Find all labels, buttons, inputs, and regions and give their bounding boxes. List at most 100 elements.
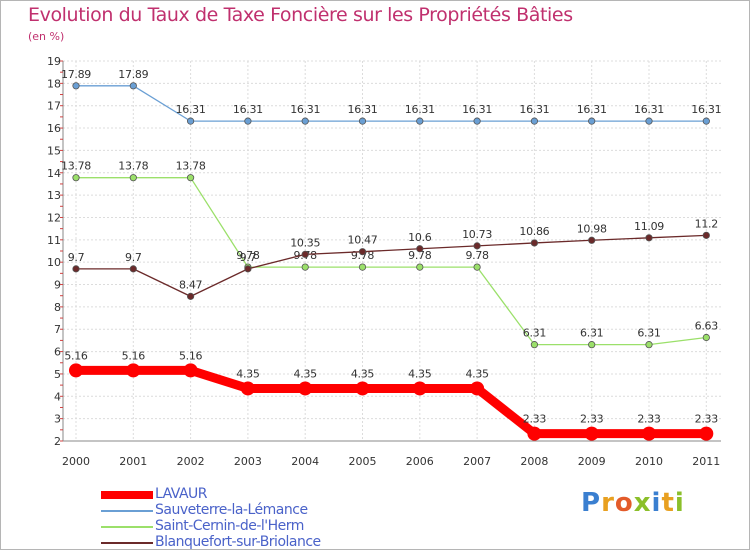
data-label: 13.78 xyxy=(118,160,148,173)
data-label: 4.35 xyxy=(465,367,489,380)
data-label: 16.31 xyxy=(577,103,607,116)
data-label: 10.35 xyxy=(290,236,320,249)
data-label: 8.47 xyxy=(179,278,203,291)
legend-swatch xyxy=(101,510,153,512)
data-point xyxy=(129,265,137,273)
data-point xyxy=(244,265,252,273)
y-tick-label: 12 xyxy=(47,211,61,224)
y-tick-label: 5 xyxy=(54,368,61,381)
data-point xyxy=(473,242,481,250)
data-label: 11.09 xyxy=(634,220,664,233)
data-point xyxy=(187,117,195,125)
data-point xyxy=(72,265,80,273)
x-tick-label: 2004 xyxy=(291,455,319,468)
y-tick-label: 16 xyxy=(47,122,61,135)
data-label: 10.98 xyxy=(577,222,607,235)
data-point xyxy=(355,381,370,396)
y-tick-label: 10 xyxy=(47,256,61,269)
data-point xyxy=(72,82,80,90)
data-label: 9.7 xyxy=(125,251,142,264)
y-tick-label: 3 xyxy=(54,413,61,426)
data-point xyxy=(584,426,599,441)
plot-area xyxy=(63,61,721,441)
data-point xyxy=(645,341,653,349)
data-label: 16.31 xyxy=(691,103,721,116)
y-tick-label: 8 xyxy=(54,301,61,314)
data-label: 16.31 xyxy=(290,103,320,116)
y-tick-label: 15 xyxy=(47,144,61,157)
x-tick-label: 2003 xyxy=(234,455,262,468)
data-point xyxy=(129,174,137,182)
data-point xyxy=(470,381,485,396)
data-point xyxy=(642,426,656,441)
logo-letter: i xyxy=(674,488,685,518)
data-label: 16.31 xyxy=(462,103,492,116)
data-point xyxy=(588,236,596,244)
series-line xyxy=(76,85,707,122)
legend-swatch xyxy=(101,542,153,544)
data-label: 4.35 xyxy=(408,367,432,380)
data-label: 2.33 xyxy=(580,413,604,426)
data-label: 13.78 xyxy=(61,160,91,173)
data-label: 2.33 xyxy=(523,413,547,426)
legend-label: Sauveterre-la-Lémance xyxy=(155,502,308,518)
data-label: 5.16 xyxy=(179,349,203,362)
data-point xyxy=(702,231,710,239)
data-label: 16.31 xyxy=(519,103,549,116)
data-point xyxy=(240,381,255,396)
data-point xyxy=(72,174,80,182)
data-point xyxy=(473,263,481,271)
data-point xyxy=(702,117,710,125)
data-point xyxy=(69,363,83,378)
y-tick-label: 14 xyxy=(47,167,61,180)
data-point xyxy=(416,263,424,271)
data-label: 16.31 xyxy=(348,103,378,116)
data-point xyxy=(527,426,542,441)
data-label: 6.63 xyxy=(695,320,719,333)
data-point xyxy=(358,263,367,271)
data-label: 2.33 xyxy=(637,413,661,426)
data-label: 10.73 xyxy=(462,228,492,241)
data-point xyxy=(588,341,596,349)
x-tick-label: 2008 xyxy=(520,455,548,468)
logo-letter: o xyxy=(614,488,634,518)
data-point xyxy=(183,363,198,378)
data-label: 6.31 xyxy=(580,327,603,340)
y-tick-label: 19 xyxy=(47,55,61,68)
data-label: 6.31 xyxy=(523,327,546,340)
data-point xyxy=(702,333,710,342)
data-label: 4.35 xyxy=(294,367,318,380)
data-point xyxy=(699,426,714,441)
data-point xyxy=(645,117,653,125)
legend-label: Blanquefort-sur-Briolance xyxy=(155,534,321,550)
x-tick-label: 2001 xyxy=(119,455,147,468)
data-label: 11.2 xyxy=(695,217,718,230)
data-label: 2.33 xyxy=(695,413,719,426)
data-label: 5.16 xyxy=(122,349,146,362)
data-label: 10.6 xyxy=(408,231,432,244)
legend-label: LAVAUR xyxy=(155,486,208,502)
data-label: 9.78 xyxy=(465,249,489,262)
data-label: 9.78 xyxy=(408,249,432,262)
logo-letter: P xyxy=(581,488,602,518)
series-line xyxy=(76,234,707,298)
data-label: 4.35 xyxy=(236,367,260,380)
logo-letter: i xyxy=(651,488,662,518)
chart-title: Evolution du Taux de Taxe Foncière sur l… xyxy=(28,4,573,26)
legend-swatch xyxy=(101,526,153,528)
data-point xyxy=(412,381,427,396)
data-label: 16.31 xyxy=(634,103,664,116)
data-label: 10.47 xyxy=(348,234,378,247)
data-point xyxy=(588,117,596,125)
data-point xyxy=(530,239,539,247)
y-tick-label: 17 xyxy=(47,100,61,113)
data-point xyxy=(416,245,424,253)
x-tick-label: 2010 xyxy=(635,455,663,468)
data-label: 10.86 xyxy=(519,225,549,238)
series-line xyxy=(76,365,707,439)
logo-letter: t xyxy=(661,488,675,518)
logo-letter: x xyxy=(633,488,652,518)
data-point xyxy=(129,82,137,90)
